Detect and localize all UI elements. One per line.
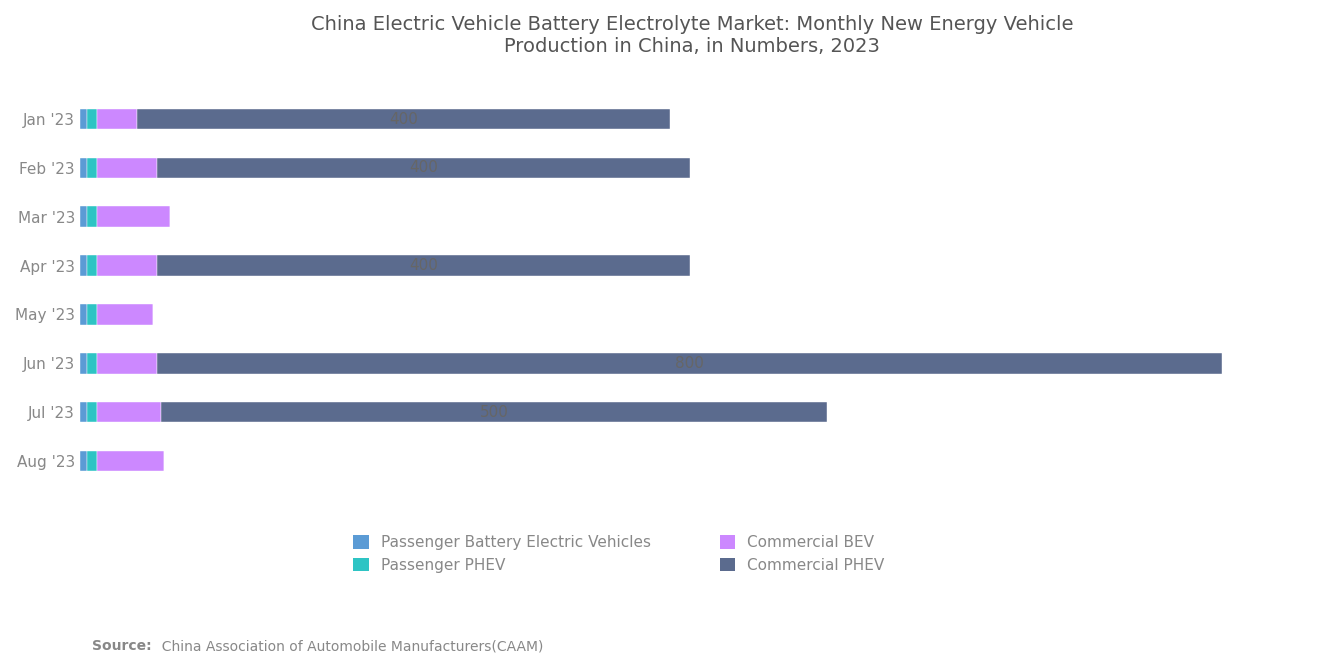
Title: China Electric Vehicle Battery Electrolyte Market: Monthly New Energy Vehicle
Pr: China Electric Vehicle Battery Electroly… [312,15,1073,56]
Bar [137,109,669,129]
Bar [98,206,170,227]
Bar [98,402,161,422]
Bar [81,206,87,227]
Bar [157,158,690,178]
Text: 400: 400 [389,112,418,126]
Bar [87,158,98,178]
Bar [81,402,87,422]
Legend: Passenger Battery Electric Vehicles, Passenger PHEV, Commercial BEV, Commercial : Passenger Battery Electric Vehicles, Pas… [347,529,891,579]
Bar [98,158,157,178]
Bar [157,255,690,276]
Bar [81,158,87,178]
Bar [98,255,157,276]
Text: 400: 400 [409,258,438,273]
Bar [98,353,157,374]
Bar [81,353,87,374]
Bar [81,451,87,471]
Bar [87,451,98,471]
Bar [87,353,98,374]
Bar [87,255,98,276]
Bar [157,353,1222,374]
Text: 800: 800 [676,356,704,371]
Bar [87,304,98,325]
Bar [81,109,87,129]
Text: 500: 500 [479,404,508,420]
Text: China Association of Automobile Manufacturers(CAAM): China Association of Automobile Manufact… [153,639,544,653]
Bar [98,304,153,325]
Bar [98,109,137,129]
Text: 400: 400 [409,160,438,176]
Bar [81,304,87,325]
Bar [161,402,826,422]
Bar [81,255,87,276]
Bar [98,451,164,471]
Bar [87,109,98,129]
Bar [87,402,98,422]
Bar [87,206,98,227]
Text: Source:: Source: [92,639,152,653]
